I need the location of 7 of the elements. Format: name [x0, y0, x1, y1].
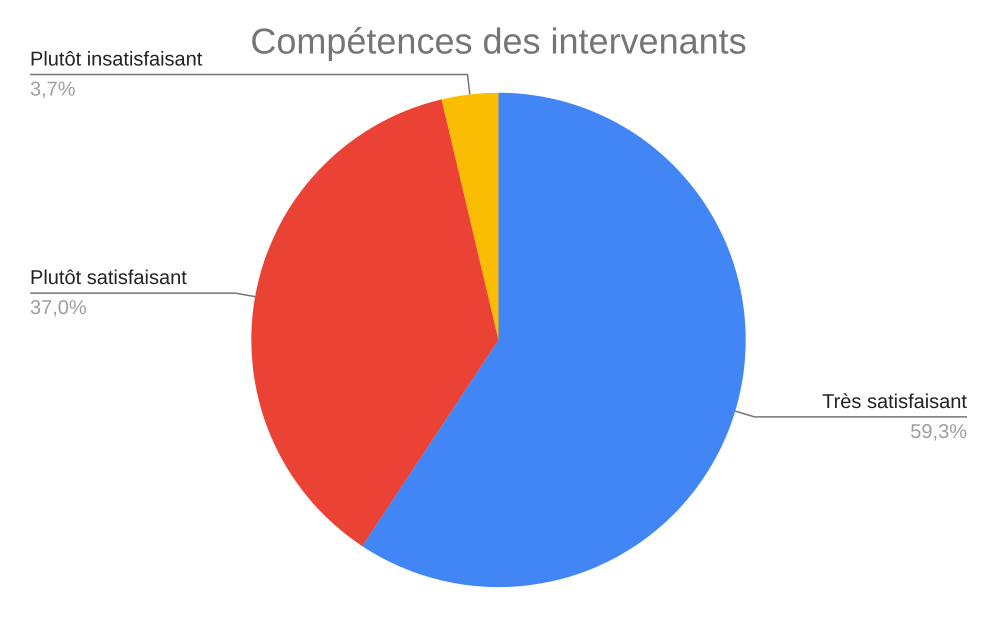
data-label: 59,3% [910, 420, 968, 443]
slice-label: Plutôt satisfaisant [30, 267, 188, 290]
slice-label: Très satisfaisant [822, 390, 968, 413]
slice-label: Plutôt insatisfaisant [30, 48, 203, 71]
data-label: 3,7% [30, 78, 76, 101]
chart-title: Compétences des intervenants [250, 20, 747, 62]
data-label: 37,0% [30, 297, 87, 320]
